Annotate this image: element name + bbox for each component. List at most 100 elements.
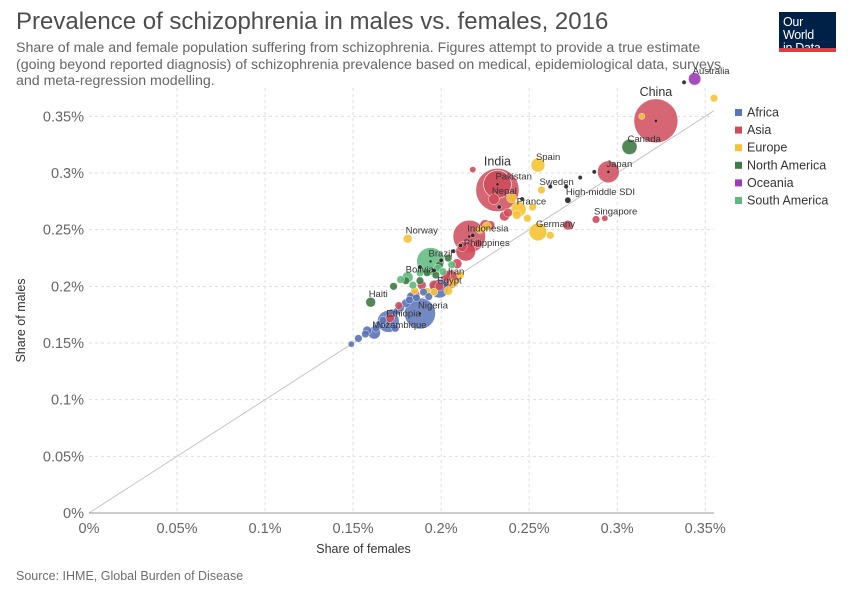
data-point[interactable] bbox=[448, 278, 459, 288]
point-label: Haiti bbox=[369, 289, 388, 300]
point-label: Nepal bbox=[492, 186, 517, 197]
data-point-center bbox=[654, 119, 658, 123]
data-point[interactable] bbox=[431, 268, 437, 273]
point-label: Singapore bbox=[594, 206, 637, 217]
data-point[interactable] bbox=[470, 232, 476, 238]
data-point-center bbox=[607, 170, 610, 174]
data-point[interactable] bbox=[503, 208, 513, 218]
x-tick-label: 0.25% bbox=[509, 521, 550, 537]
data-point-spain[interactable] bbox=[530, 157, 546, 173]
data-point[interactable] bbox=[456, 270, 465, 280]
data-point-germany[interactable] bbox=[528, 222, 547, 241]
y-tick-label: 0.1% bbox=[51, 393, 84, 409]
data-point[interactable] bbox=[547, 184, 553, 190]
data-point[interactable] bbox=[473, 238, 483, 248]
owid-logo[interactable]: Our World in Data bbox=[779, 12, 836, 55]
y-axis-ticks: 0% 0.05% 0.1% 0.15% 0.2% 0.25% 0.3% 0.35% bbox=[43, 109, 84, 522]
x-tick-label: 0.15% bbox=[333, 521, 374, 537]
y-tick-label: 0.15% bbox=[43, 336, 84, 352]
data-point[interactable] bbox=[681, 79, 687, 85]
data-point-haiti[interactable] bbox=[365, 297, 376, 308]
legend-item[interactable]: South America bbox=[747, 194, 828, 208]
data-point[interactable] bbox=[396, 275, 405, 284]
data-point[interactable] bbox=[482, 221, 492, 231]
legend-item[interactable]: North America bbox=[747, 158, 826, 172]
data-point[interactable] bbox=[371, 324, 380, 333]
data-point[interactable] bbox=[419, 287, 428, 297]
data-point-center bbox=[418, 312, 422, 315]
data-point[interactable] bbox=[528, 202, 537, 212]
data-point[interactable] bbox=[546, 231, 555, 240]
y-axis-label: Share of males bbox=[14, 278, 28, 362]
data-point-nepal[interactable] bbox=[488, 193, 500, 205]
y-tick-label: 0.05% bbox=[43, 449, 84, 465]
data-point-sweden[interactable] bbox=[537, 185, 546, 195]
data-point[interactable] bbox=[389, 282, 398, 291]
data-point-canada[interactable] bbox=[621, 139, 638, 155]
legend-item[interactable]: Europe bbox=[747, 141, 787, 155]
x-tick-label: 0.2% bbox=[425, 521, 458, 537]
data-point[interactable] bbox=[434, 281, 444, 291]
legend-swatch bbox=[735, 144, 742, 152]
x-tick-label: 0.1% bbox=[249, 521, 282, 537]
logo-accent-bar bbox=[779, 48, 836, 52]
data-point[interactable] bbox=[394, 301, 403, 310]
point-label: Brazil bbox=[429, 248, 453, 259]
data-point[interactable] bbox=[523, 214, 532, 223]
data-point[interactable] bbox=[577, 175, 583, 180]
data-point[interactable] bbox=[408, 281, 417, 290]
data-point-singapore[interactable] bbox=[592, 215, 601, 224]
x-tick-label: 0.35% bbox=[685, 521, 726, 537]
legend-item[interactable]: Africa bbox=[747, 106, 779, 120]
data-point[interactable] bbox=[443, 286, 453, 296]
data-point[interactable] bbox=[709, 94, 719, 103]
data-point[interactable] bbox=[424, 292, 433, 301]
data-point[interactable] bbox=[391, 324, 400, 333]
data-point[interactable] bbox=[379, 316, 388, 325]
data-point[interactable] bbox=[405, 295, 414, 304]
data-point[interactable] bbox=[458, 243, 463, 248]
data-point[interactable] bbox=[438, 257, 444, 263]
data-point[interactable] bbox=[415, 276, 424, 285]
data-point[interactable] bbox=[438, 267, 447, 276]
data-point-high-middle-sdi[interactable] bbox=[564, 196, 572, 204]
data-point-australia[interactable] bbox=[688, 72, 702, 86]
data-point[interactable] bbox=[563, 184, 569, 190]
data-point[interactable] bbox=[451, 248, 456, 254]
point-label: Germany bbox=[536, 219, 575, 230]
data-point[interactable] bbox=[444, 253, 453, 263]
data-point[interactable] bbox=[512, 210, 522, 220]
data-point[interactable] bbox=[354, 334, 363, 343]
data-point[interactable] bbox=[430, 287, 439, 297]
data-point[interactable] bbox=[361, 329, 370, 338]
data-point[interactable] bbox=[475, 225, 484, 234]
data-point[interactable] bbox=[506, 192, 517, 204]
legend-item[interactable]: Oceania bbox=[747, 176, 794, 190]
data-point[interactable] bbox=[591, 169, 597, 175]
data-point[interactable] bbox=[562, 220, 573, 231]
data-point-center bbox=[468, 235, 471, 238]
legend-swatch bbox=[735, 161, 742, 169]
point-label: Spain bbox=[536, 152, 560, 163]
data-point[interactable] bbox=[447, 260, 456, 269]
data-point[interactable] bbox=[417, 264, 423, 270]
data-point[interactable] bbox=[348, 340, 355, 348]
y-tick-label: 0.25% bbox=[43, 223, 84, 239]
point-label: Iran bbox=[448, 267, 464, 278]
data-point[interactable] bbox=[519, 196, 525, 202]
data-point[interactable] bbox=[469, 166, 477, 173]
data-point-norway[interactable] bbox=[403, 234, 413, 244]
data-point-center bbox=[429, 260, 432, 263]
data-point[interactable] bbox=[601, 215, 609, 222]
data-point[interactable] bbox=[496, 204, 502, 210]
point-label: Mozambique bbox=[372, 320, 426, 331]
legend-item[interactable]: Asia bbox=[747, 123, 771, 137]
data-point[interactable] bbox=[638, 113, 646, 120]
y-tick-label: 0% bbox=[63, 506, 84, 522]
x-tick-label: 0.05% bbox=[156, 521, 197, 537]
x-axis-label: Share of females bbox=[316, 542, 411, 556]
legend-swatch bbox=[735, 197, 742, 204]
point-label: China bbox=[640, 85, 673, 99]
point-label: Australia bbox=[693, 66, 731, 77]
point-label: Japan bbox=[606, 159, 632, 170]
